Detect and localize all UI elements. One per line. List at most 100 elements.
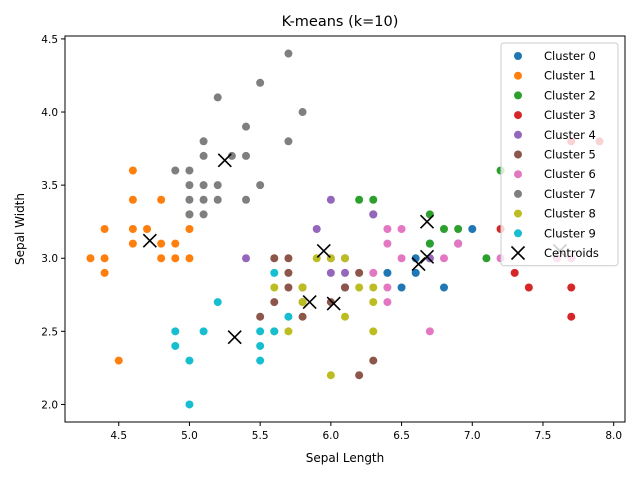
data-point: [284, 283, 293, 292]
data-point: [185, 181, 194, 190]
data-point: [199, 210, 208, 219]
data-point: [270, 283, 279, 292]
centroid-marker: [217, 153, 232, 168]
data-point: [270, 327, 279, 336]
data-point: [171, 327, 180, 336]
data-point: [524, 283, 533, 292]
centroid-marker: [411, 257, 426, 272]
centroid-marker: [326, 296, 341, 311]
chart-title: K-means (k=10): [282, 14, 399, 30]
legend-box: [500, 42, 619, 267]
legend-marker: [514, 170, 522, 179]
data-point: [185, 254, 194, 263]
data-point: [341, 268, 349, 277]
data-point: [298, 298, 307, 307]
legend-marker: [514, 150, 522, 159]
centroid-marker: [302, 295, 317, 310]
data-point: [312, 225, 321, 233]
data-point: [482, 254, 491, 263]
data-point: [213, 298, 222, 307]
data-point: [383, 239, 392, 248]
data-point: [270, 254, 279, 263]
x-axis: 4.5 5.0 5.5 6.0 6.5 7.0 7.5 8.0: [110, 422, 622, 442]
data-point: [510, 268, 519, 277]
data-point: [185, 166, 194, 175]
legend-label: Cluster 7: [544, 187, 596, 201]
series-cluster-2: [355, 166, 505, 263]
legend-label: Cluster 9: [544, 226, 596, 240]
data-point: [256, 181, 265, 190]
data-point: [213, 93, 222, 102]
data-point: [199, 327, 208, 336]
data-point: [369, 298, 378, 307]
data-point: [298, 283, 307, 292]
data-point: [171, 341, 180, 350]
data-point: [256, 78, 265, 87]
y-axis-label: Sepal Width: [13, 193, 27, 265]
data-point: [143, 225, 152, 233]
data-point: [242, 151, 251, 160]
data-point: [383, 225, 392, 233]
data-point: [199, 137, 208, 146]
data-point: [369, 356, 378, 365]
legend-marker: [514, 130, 522, 139]
data-point: [199, 151, 208, 160]
x-tick-label: 8.0: [605, 430, 622, 442]
data-point: [270, 268, 279, 277]
legend: Cluster 0 Cluster 1 Cluster 2 Cluster 3 Clus…: [500, 42, 619, 267]
legend-marker: [514, 52, 522, 60]
data-point: [439, 225, 448, 233]
series-cluster-4: [242, 195, 463, 277]
data-point: [270, 298, 279, 307]
legend-marker: [514, 111, 522, 120]
y-tick-label: 3.0: [41, 253, 58, 265]
data-point: [157, 254, 166, 263]
data-point: [341, 283, 349, 292]
legend-marker: [514, 209, 522, 218]
data-point: [114, 356, 123, 365]
legend-label: Cluster 3: [544, 108, 596, 122]
data-point: [425, 254, 434, 263]
data-point: [100, 268, 109, 277]
data-point: [185, 210, 194, 219]
data-point: [242, 122, 251, 131]
legend-marker: [514, 229, 522, 238]
y-tick-label: 3.5: [41, 180, 58, 192]
data-point: [369, 210, 378, 219]
data-point: [425, 327, 434, 336]
data-point: [128, 225, 137, 233]
data-point: [185, 195, 194, 204]
centroid-marker: [316, 243, 331, 258]
data-point: [185, 400, 194, 409]
legend-label: Cluster 1: [544, 69, 596, 83]
series-cluster-9: [171, 268, 293, 409]
data-point: [284, 254, 293, 263]
legend-label: Cluster 6: [544, 167, 596, 181]
y-tick-label: 2.0: [41, 399, 58, 411]
data-point: [298, 108, 307, 117]
x-tick-label: 4.5: [110, 430, 127, 442]
data-point: [256, 327, 265, 336]
data-point: [397, 225, 406, 233]
data-point: [567, 283, 576, 292]
centroids-layer: [142, 153, 568, 345]
data-point: [454, 225, 463, 233]
data-point: [185, 356, 194, 365]
x-tick-label: 6.0: [323, 430, 340, 442]
x-axis-label: Sepal Length: [306, 451, 385, 465]
data-point: [213, 181, 222, 190]
data-point: [157, 239, 166, 248]
data-point: [411, 268, 420, 277]
data-point: [454, 239, 463, 248]
data-point: [86, 254, 95, 263]
data-point: [256, 341, 265, 350]
data-point: [128, 166, 137, 175]
centroid-marker: [419, 214, 435, 229]
data-point: [567, 312, 576, 321]
series-cluster-7: [171, 49, 307, 219]
data-point: [468, 225, 477, 233]
legend-label: Centroids: [544, 246, 599, 260]
legend-label: Cluster 2: [544, 88, 596, 102]
data-point: [199, 195, 208, 204]
